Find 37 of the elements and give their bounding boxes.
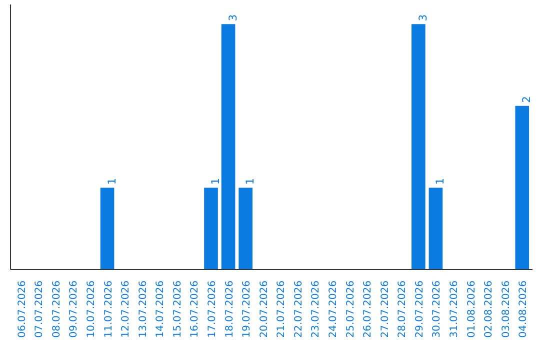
x-tick-label: 27.07.2026 [380,280,391,338]
x-tick-label: 13.07.2026 [138,280,149,338]
x-tick-label: 11.07.2026 [103,280,114,338]
x-tick-label: 09.07.2026 [68,280,80,338]
x-tick-label: 08.07.2026 [51,280,62,338]
x-tick-label: 03.08.2026 [500,280,512,338]
data-label: 1 [209,178,222,185]
data-label: 3 [416,14,430,22]
x-tick-label: 19.07.2026 [242,280,253,338]
x-tick-label: 30.07.2026 [432,280,443,338]
x-tick-label: 15.07.2026 [172,280,184,338]
x-tick-label: 21.07.2026 [276,280,288,338]
x-tick-label: 26.07.2026 [362,280,374,338]
x-tick-label: 29.07.2026 [414,280,426,338]
x-tick-label: 12.07.2026 [120,280,132,338]
x-tick-label: 01.08.2026 [466,280,478,338]
data-label: 2 [520,96,534,103]
x-tick-label: 07.07.2026 [34,280,46,338]
x-tick-label: 25.07.2026 [345,280,356,338]
x-tick-label: 16.07.2026 [190,280,201,338]
x-tick-label: 10.07.2026 [86,280,98,338]
x-tick-label: 18.07.2026 [224,280,236,338]
x-tick-label: 23.07.2026 [310,280,322,338]
x-tick-label: 22.07.2026 [293,280,304,338]
x-tick-label: 04.08.2026 [518,280,530,338]
data-label: 3 [226,14,240,22]
x-tick-label: 20.07.2026 [258,280,270,338]
x-tick-label: 17.07.2026 [207,280,218,338]
x-tick-label: 06.07.2026 [16,280,28,338]
data-label: 1 [244,178,257,185]
x-tick-label: 02.08.2026 [484,280,495,338]
x-tick-label: 28.07.2026 [397,280,408,338]
data-label: 1 [105,178,118,185]
x-tick-label: 31.07.2026 [448,280,460,338]
data-label: 1 [434,178,447,185]
x-tick-label: 24.07.2026 [328,280,339,338]
x-tick-label: 14.07.2026 [155,280,166,338]
